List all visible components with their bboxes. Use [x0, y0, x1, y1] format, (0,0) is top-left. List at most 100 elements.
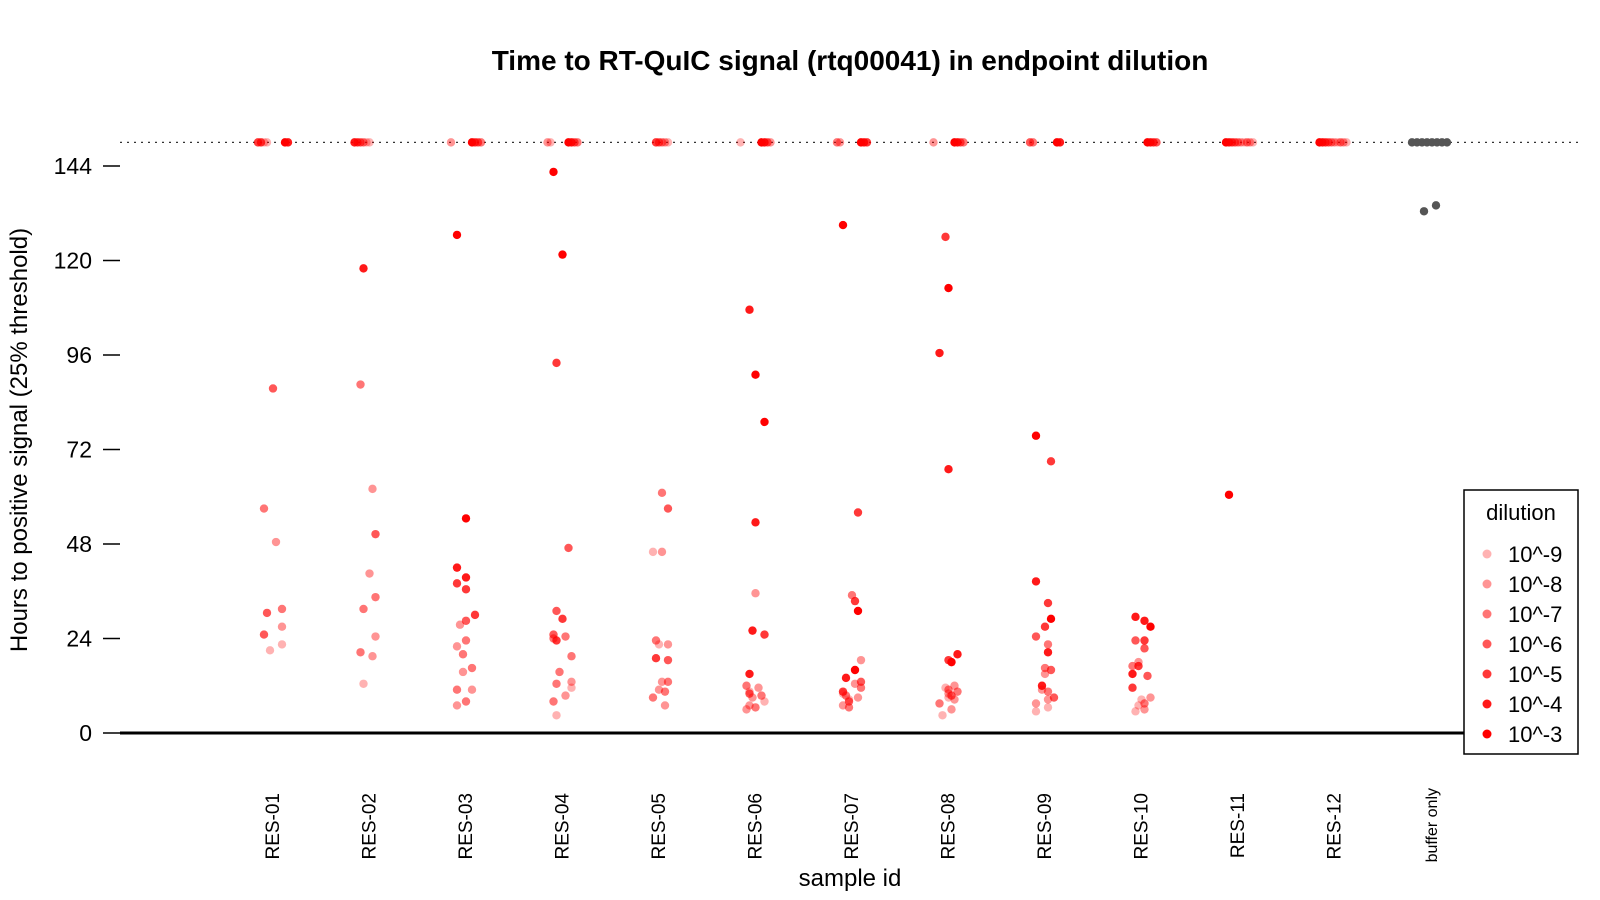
data-point: [1442, 138, 1452, 147]
data-point: [552, 636, 561, 645]
data-point: [567, 652, 576, 661]
data-point: [660, 138, 670, 147]
data-point: [751, 589, 760, 598]
data-point: [850, 596, 860, 606]
data-point: [1040, 622, 1050, 631]
data-point: [757, 691, 766, 700]
data-point: [1339, 138, 1348, 147]
data-point: [1140, 644, 1149, 653]
data-point: [841, 673, 851, 683]
data-point: [371, 632, 380, 641]
data-point: [371, 592, 380, 602]
data-point: [549, 167, 558, 177]
data-point: [660, 687, 670, 696]
x-tick-label: RES-08: [939, 793, 960, 860]
data-point: [452, 685, 462, 694]
data-point: [561, 691, 570, 700]
data-point: [452, 563, 462, 572]
data-point: [944, 693, 953, 702]
chart-title: Time to RT-QuIC signal (rtq00041) in end…: [492, 45, 1209, 76]
data-point: [760, 417, 769, 427]
data-point: [751, 703, 760, 712]
x-tick-label: RES-05: [649, 793, 670, 860]
data-point: [461, 514, 471, 523]
data-point: [850, 665, 860, 675]
data-point: [1131, 636, 1140, 645]
data-point: [1031, 577, 1041, 586]
data-point: [458, 667, 468, 677]
data-point: [947, 657, 956, 667]
data-point: [1043, 703, 1053, 712]
y-tick-label: 24: [66, 626, 92, 652]
data-point: [853, 508, 863, 517]
legend-label: 10^-4: [1508, 692, 1562, 717]
legend-swatch: [1482, 669, 1492, 679]
data-point: [1055, 138, 1065, 147]
data-point: [564, 543, 573, 553]
data-point: [259, 630, 269, 639]
data-point: [935, 699, 944, 708]
data-point: [1146, 622, 1155, 631]
data-point: [1152, 138, 1161, 147]
data-point: [446, 138, 456, 147]
data-point: [1128, 661, 1137, 671]
legend-swatch: [1482, 729, 1492, 739]
data-point: [853, 693, 863, 702]
data-point: [1224, 490, 1234, 499]
data-point: [259, 138, 269, 147]
data-point: [552, 679, 561, 688]
data-point: [935, 348, 944, 358]
x-axis-label: sample id: [799, 865, 902, 892]
legend-swatch: [1482, 699, 1492, 709]
data-point: [947, 691, 956, 700]
data-point: [1236, 138, 1246, 147]
data-point: [1140, 699, 1149, 708]
data-point: [467, 663, 477, 673]
data-point: [552, 358, 561, 368]
x-tick-label: RES-09: [1035, 793, 1056, 860]
data-point: [461, 636, 471, 645]
x-tick-label: buffer only: [1424, 788, 1441, 862]
legend-swatch: [1482, 579, 1492, 589]
data-point: [452, 642, 462, 651]
y-axis-label: Hours to positive signal (25% threshold): [6, 228, 33, 652]
data-point: [467, 685, 477, 694]
data-point: [561, 632, 570, 641]
data-point: [763, 138, 772, 147]
data-point: [745, 689, 754, 698]
legend-label: 10^-9: [1508, 542, 1562, 567]
data-point: [1128, 683, 1137, 692]
data-point: [663, 640, 673, 649]
data-point: [461, 697, 471, 706]
data-point: [567, 677, 576, 687]
data-point: [543, 138, 552, 147]
data-point: [856, 683, 866, 692]
data-point: [944, 464, 953, 474]
data-point: [552, 711, 561, 720]
data-point: [832, 138, 842, 147]
data-point: [359, 138, 368, 147]
x-tick-label: RES-03: [456, 793, 477, 860]
data-point: [458, 650, 468, 659]
data-point: [1046, 614, 1056, 624]
data-point: [1327, 138, 1336, 147]
data-point: [663, 504, 673, 513]
data-point: [265, 646, 275, 655]
data-point: [953, 687, 962, 696]
data-point: [766, 138, 775, 147]
data-point: [953, 650, 962, 659]
data-point: [1233, 138, 1243, 147]
legend-label: 10^-8: [1508, 572, 1562, 597]
data-point: [1336, 138, 1345, 147]
legend-label: 10^-7: [1508, 602, 1562, 627]
data-point: [1049, 693, 1059, 702]
data-point: [452, 230, 462, 240]
data-point: [748, 693, 757, 702]
x-tick-label: RES-02: [360, 793, 381, 860]
data-point: [1431, 201, 1441, 210]
data-point: [283, 138, 293, 147]
data-point: [850, 679, 860, 688]
data-point: [1140, 705, 1149, 714]
data-point: [259, 504, 269, 513]
